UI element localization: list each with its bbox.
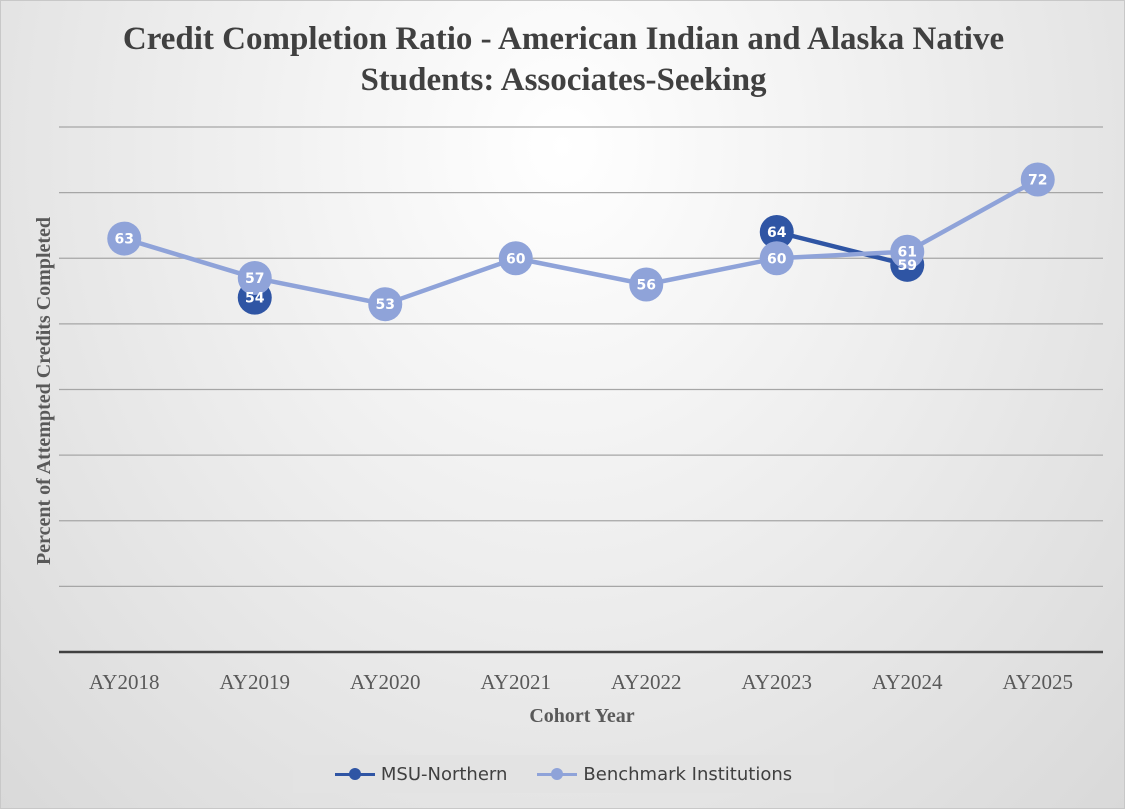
- series-0: [237, 215, 925, 315]
- data-point: [629, 267, 664, 302]
- data-point: [237, 260, 272, 295]
- data-label: 53: [376, 297, 395, 313]
- data-label: 54: [245, 291, 265, 307]
- data-label: 63: [115, 232, 134, 248]
- series-line: [122, 177, 1040, 307]
- x-tick-label: AY2021: [481, 670, 551, 694]
- legend: MSU-Northern Benchmark Institutions: [293, 755, 834, 793]
- data-point: [498, 241, 533, 276]
- legend-swatch-msu-northern: [334, 767, 375, 781]
- x-tick-label: AY2020: [350, 670, 420, 694]
- x-tick-label: AY2019: [220, 670, 290, 694]
- data-point: [1020, 162, 1055, 197]
- data-point: [759, 215, 794, 249]
- data-label: 57: [245, 271, 264, 287]
- data-label: 59: [898, 258, 917, 274]
- x-tick-label: AY2024: [872, 670, 943, 694]
- data-point: [107, 221, 142, 256]
- chart-title: Credit Completion Ratio - American India…: [122, 21, 1005, 98]
- data-label: 60: [506, 251, 526, 267]
- gridlines: [59, 126, 1103, 588]
- x-tick-label: AY2018: [89, 670, 159, 694]
- x-tick-label: AY2022: [611, 670, 681, 694]
- x-axis-title: Cohort Year: [529, 705, 634, 727]
- data-labels-1: 63 57 53 60 56 60 61 72: [115, 173, 1048, 314]
- y-axis-title: Percent of Attempted Credits Completed: [33, 217, 55, 565]
- data-point: [368, 287, 403, 322]
- data-labels-0: 54 64 59: [245, 225, 917, 307]
- legend-label-benchmark: Benchmark Institutions: [583, 763, 793, 785]
- series-line: [774, 229, 910, 268]
- data-label: 61: [898, 245, 917, 261]
- data-point: [890, 234, 925, 269]
- data-label: 64: [767, 225, 787, 241]
- data-point: [759, 241, 794, 276]
- x-tick-label: AY2023: [742, 670, 812, 694]
- x-tick-label: AY2025: [1003, 670, 1073, 694]
- series-group: 54 64 59 63 57 53 60 56 60 61 72: [107, 162, 1055, 322]
- legend-label-msu-northern: MSU-Northern: [380, 763, 508, 785]
- legend-item-benchmark: Benchmark Institutions: [537, 764, 792, 785]
- x-axis: AY2018 AY2019 AY2020 AY2021 AY2022 AY2023 AY20…: [59, 650, 1103, 694]
- series-1: [107, 162, 1055, 322]
- data-label: 72: [1028, 173, 1047, 189]
- data-label: 56: [637, 278, 656, 294]
- legend-swatch-benchmark: [537, 767, 578, 781]
- legend-item-msu-northern: MSU-Northern: [334, 763, 508, 785]
- data-label: 60: [767, 251, 787, 267]
